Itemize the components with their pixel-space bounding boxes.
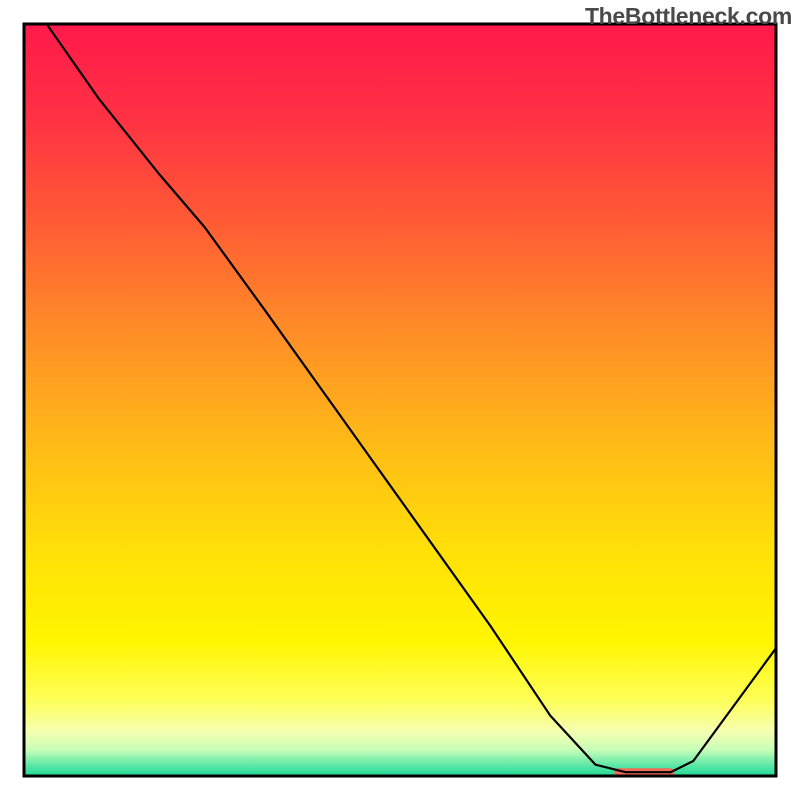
chart-container: TheBottleneck.com <box>0 0 800 800</box>
bottleneck-chart <box>0 0 800 800</box>
gradient-background <box>24 24 776 776</box>
watermark-text: TheBottleneck.com <box>585 3 792 30</box>
